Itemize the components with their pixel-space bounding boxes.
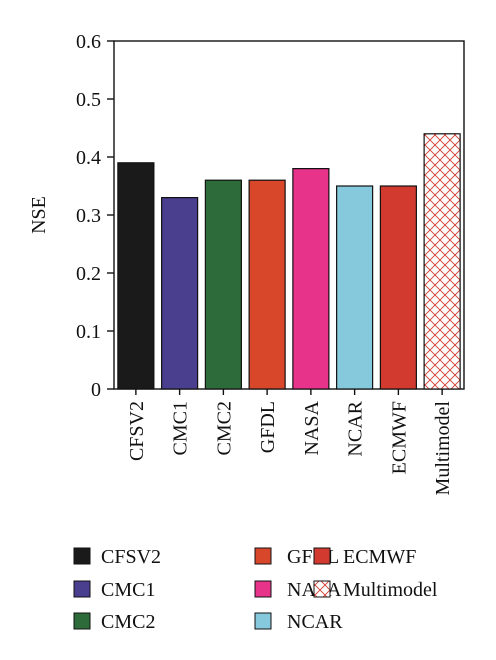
- y-axis-label: NSE: [28, 196, 50, 234]
- legend-label-gfdl: GFDL: [287, 546, 339, 568]
- legend-swatch-cfsv2: [73, 547, 91, 565]
- legend-label-cfsv2: CFSV2: [101, 546, 161, 568]
- x-tick-label-ncar: NCAR: [345, 400, 367, 456]
- bar-cmc1: [161, 197, 199, 390]
- bar-cmc2: [204, 179, 242, 390]
- y-tick-label: 0.2: [76, 263, 101, 285]
- plot-area: 0 0.1 0.2 0.3 0.4 0.5 0.6 NSE CFSV2 CMC1 CMC2 GFDL N…: [28, 31, 465, 496]
- legend-label-multimodel: Multimodel: [343, 579, 438, 601]
- x-tick-label-cmc1: CMC1: [170, 401, 192, 455]
- bar-cfsv2: [117, 162, 155, 390]
- x-tick-label-ecmwf: ECMWF: [388, 401, 410, 474]
- bar-gfdl: [248, 179, 286, 390]
- legend-swatch-ncar: [254, 612, 272, 630]
- legend-swatch-nasa: [254, 580, 272, 598]
- x-tick-label-nasa: NASA: [301, 400, 323, 455]
- x-tick-label-cfsv2: CFSV2: [126, 401, 148, 461]
- y-tick-label: 0.1: [76, 321, 101, 343]
- legend-label-cmc2: CMC2: [101, 611, 155, 633]
- legend-label-cmc1: CMC1: [101, 579, 155, 601]
- legend-swatch-multimodel: [313, 580, 331, 598]
- y-tick-label: 0.4: [76, 147, 101, 169]
- legend-swatch-cmc2: [73, 612, 91, 630]
- bar-nasa: [292, 168, 330, 390]
- legend-swatch-gfdl: [254, 547, 272, 565]
- legend-swatch-ecmwf: [313, 547, 331, 565]
- x-tick-label-gfdl: GFDL: [257, 401, 279, 453]
- bar-multimodel: [423, 133, 461, 390]
- legend-label-ecmwf: ECMWF: [343, 546, 416, 568]
- y-tick-label: 0: [91, 379, 101, 401]
- bar-ncar: [336, 185, 374, 390]
- legend-label-ncar: NCAR: [287, 611, 343, 633]
- x-tick-label-multimodel: Multimodel: [432, 401, 454, 496]
- x-tick-label-cmc2: CMC2: [213, 401, 235, 455]
- y-tick-label: 0.3: [76, 205, 101, 227]
- legend-swatch-cmc1: [73, 580, 91, 598]
- y-tick-label: 0.6: [76, 31, 101, 53]
- bar-ecmwf: [379, 185, 417, 390]
- y-tick-label: 0.5: [76, 89, 101, 111]
